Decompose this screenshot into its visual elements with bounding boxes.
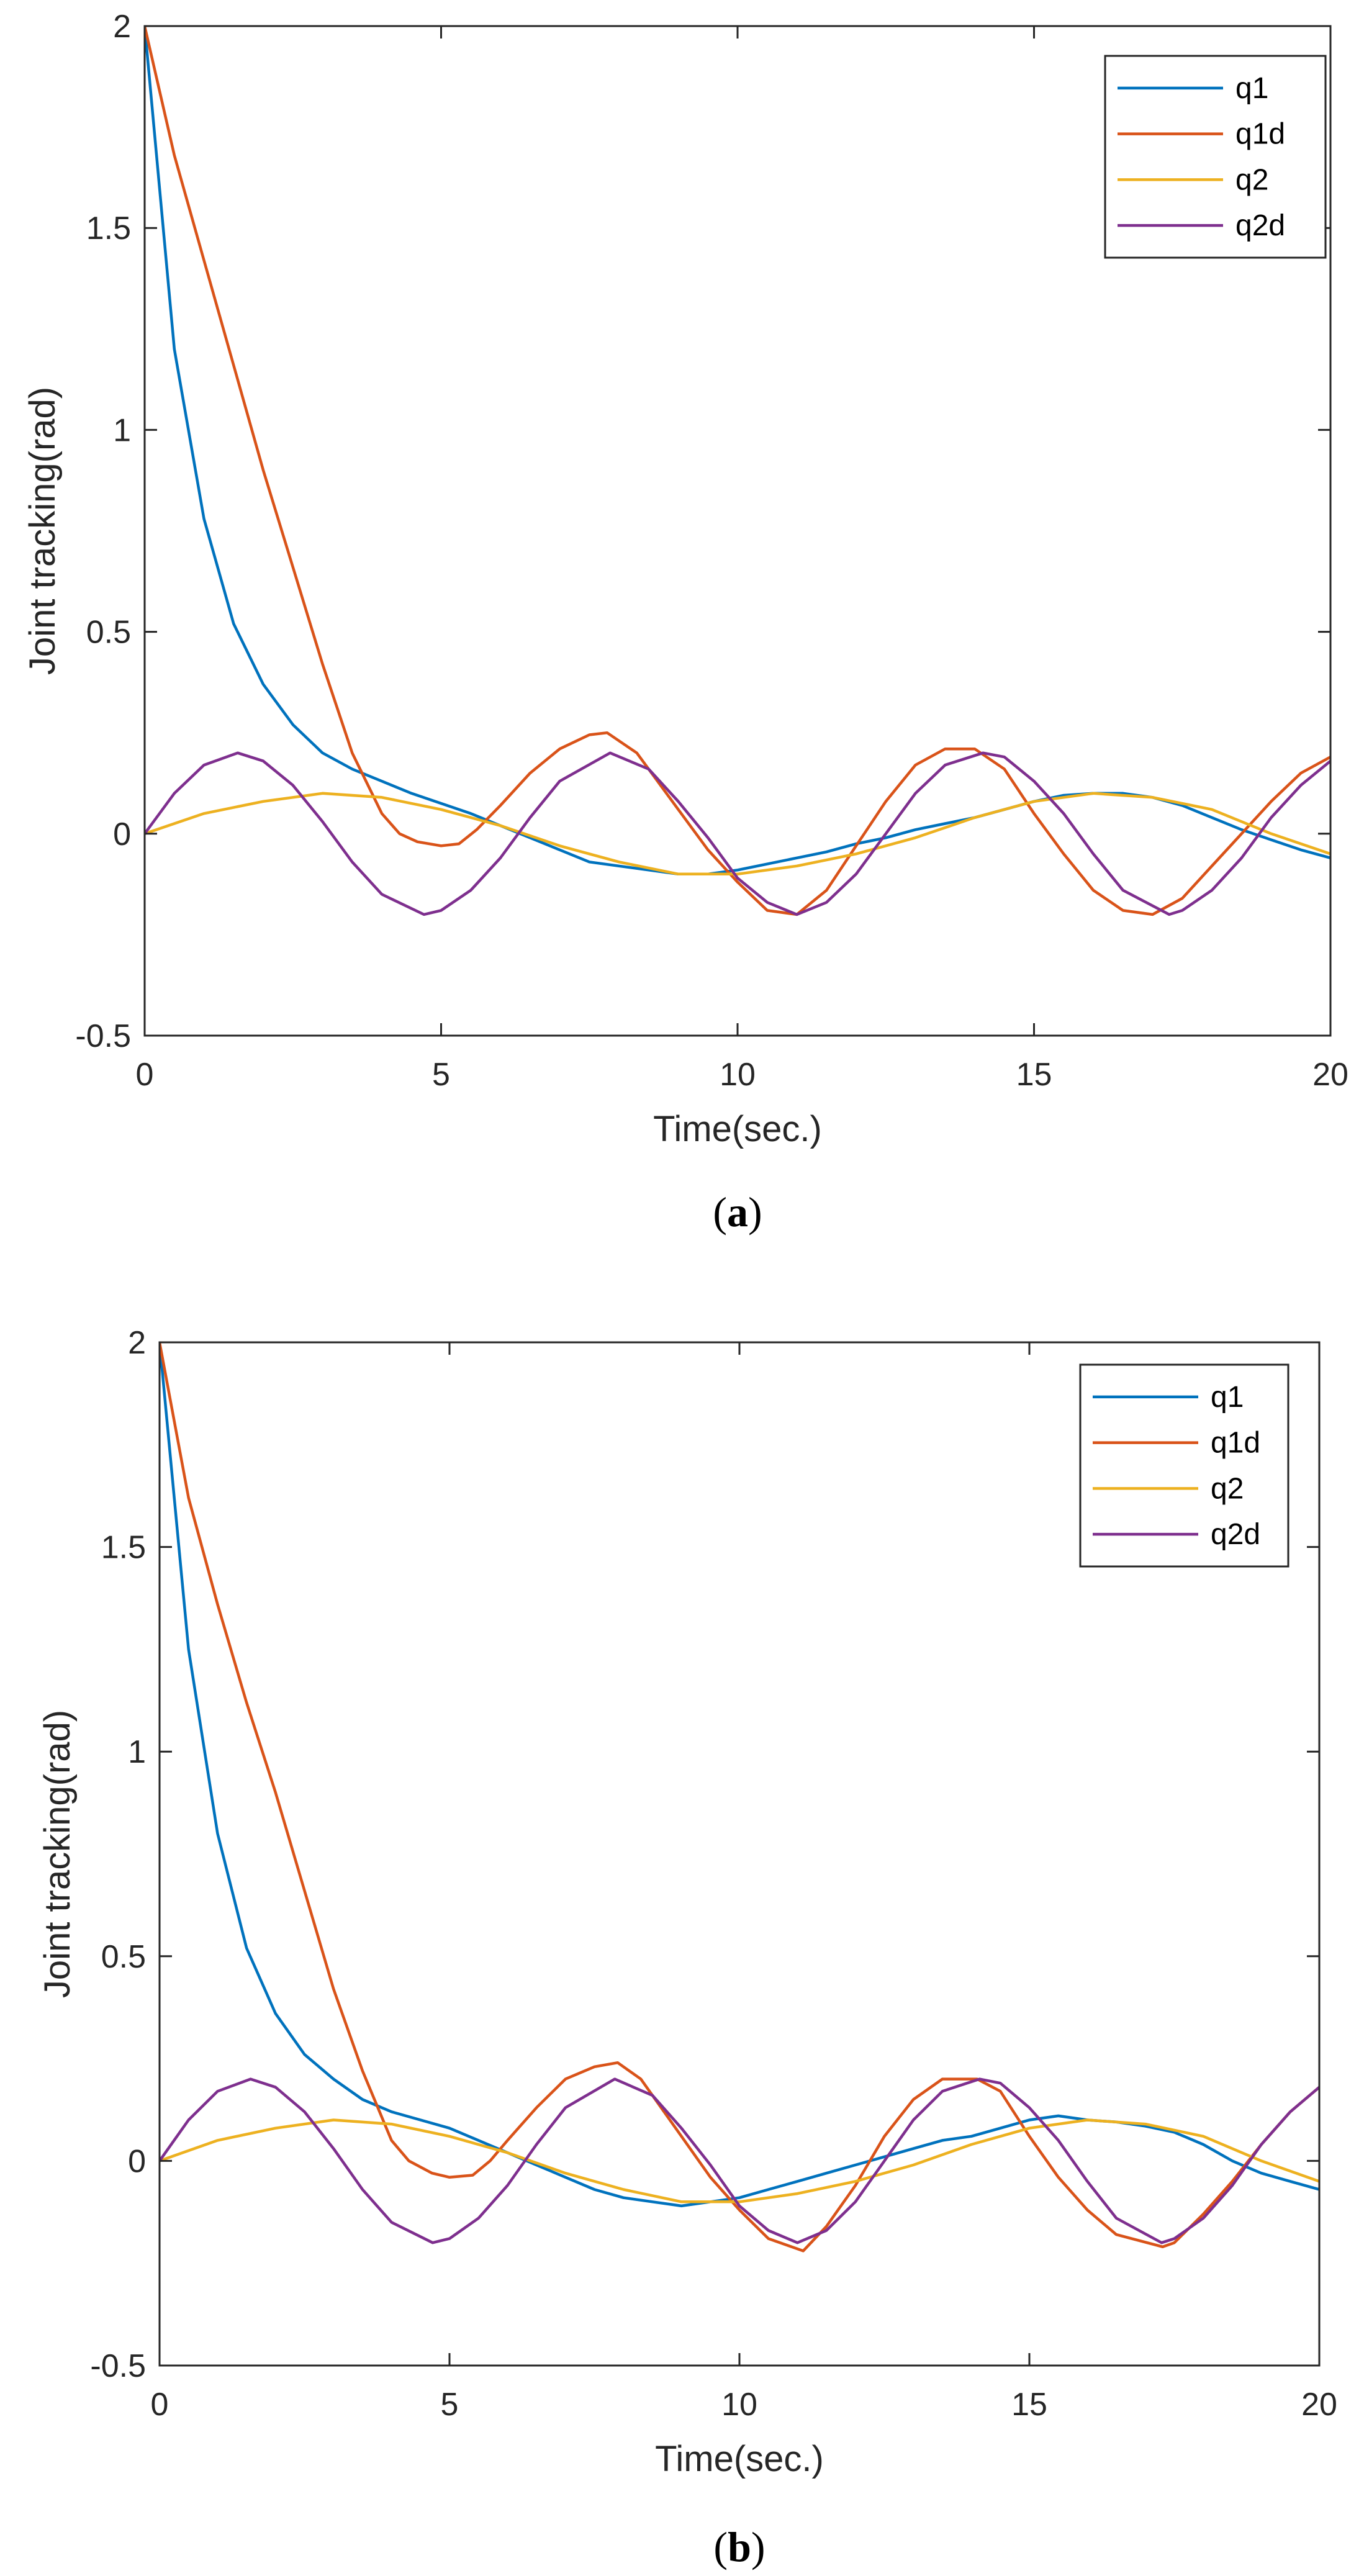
legend: q1 q1d q2 q2d — [1079, 1363, 1289, 1568]
x-axis-label: Time(sec.) — [655, 2439, 824, 2479]
y-axis-label: Joint tracking(rad) — [22, 387, 63, 675]
series-line-q1d — [145, 26, 1330, 916]
caption-open-paren: ( — [713, 1188, 727, 1236]
y-tick-label: 0 — [113, 816, 131, 852]
x-tick-label: 0 — [151, 2387, 169, 2423]
y-tick-label: 1.5 — [86, 210, 131, 246]
y-tick-label: 1.5 — [101, 1530, 146, 1566]
y-tick-label: -0.5 — [90, 2348, 146, 2384]
y-tick-label: 0 — [128, 2143, 146, 2179]
y-tick-label: 0.5 — [101, 1939, 146, 1975]
series-line-q1d — [160, 1342, 1319, 2253]
caption-letter: a — [727, 1188, 748, 1236]
series-line-q2 — [160, 2118, 1319, 2203]
y-tick-label: 1 — [128, 1734, 146, 1770]
figure-caption: (a) — [713, 1188, 762, 1236]
y-tick-label: 2 — [113, 9, 131, 45]
caption-close-paren: ) — [751, 2523, 766, 2570]
x-tick-label: 15 — [1016, 1057, 1052, 1093]
x-tick-label: 20 — [1301, 2387, 1337, 2423]
x-tick-label: 20 — [1312, 1057, 1348, 1093]
y-axis-label: Joint tracking(rad) — [37, 1710, 78, 1998]
series-line-q2 — [145, 792, 1330, 876]
caption-letter: b — [728, 2523, 751, 2570]
x-tick-label: 10 — [721, 2387, 757, 2423]
legend-label-q1: q1 — [1235, 72, 1268, 105]
series-line-q2d — [145, 751, 1330, 916]
x-tick-label: 5 — [441, 2387, 459, 2423]
caption-open-paren: ( — [713, 2523, 728, 2570]
legend-box — [1104, 55, 1327, 259]
x-tick-label: 10 — [720, 1057, 756, 1093]
x-axis-label: Time(sec.) — [653, 1109, 822, 1149]
x-tick-label: 5 — [432, 1057, 450, 1093]
legend-label-q2d: q2d — [1211, 1518, 1260, 1551]
legend: q1 q1d q2 q2d — [1104, 55, 1327, 259]
legend-label-q1d: q1d — [1211, 1427, 1260, 1460]
legend-label-q1: q1 — [1211, 1381, 1244, 1414]
x-tick-label: 15 — [1011, 2387, 1047, 2423]
legend-label-q2d: q2d — [1235, 209, 1285, 242]
y-tick-label: 0.5 — [86, 615, 131, 651]
legend-label-q2: q2 — [1211, 1472, 1244, 1505]
caption-close-paren: ) — [748, 1188, 762, 1236]
y-tick-label: 2 — [128, 1325, 146, 1361]
legend-label-q1d: q1d — [1235, 118, 1285, 151]
y-tick-label: 1 — [113, 412, 131, 448]
x-tick-label: 0 — [136, 1057, 154, 1093]
legend-label-q2: q2 — [1235, 163, 1268, 196]
y-tick-label: -0.5 — [75, 1018, 131, 1054]
series-line-q2d — [160, 2077, 1319, 2244]
legend-box — [1079, 1363, 1289, 1568]
figure-caption: (b) — [713, 2523, 765, 2570]
